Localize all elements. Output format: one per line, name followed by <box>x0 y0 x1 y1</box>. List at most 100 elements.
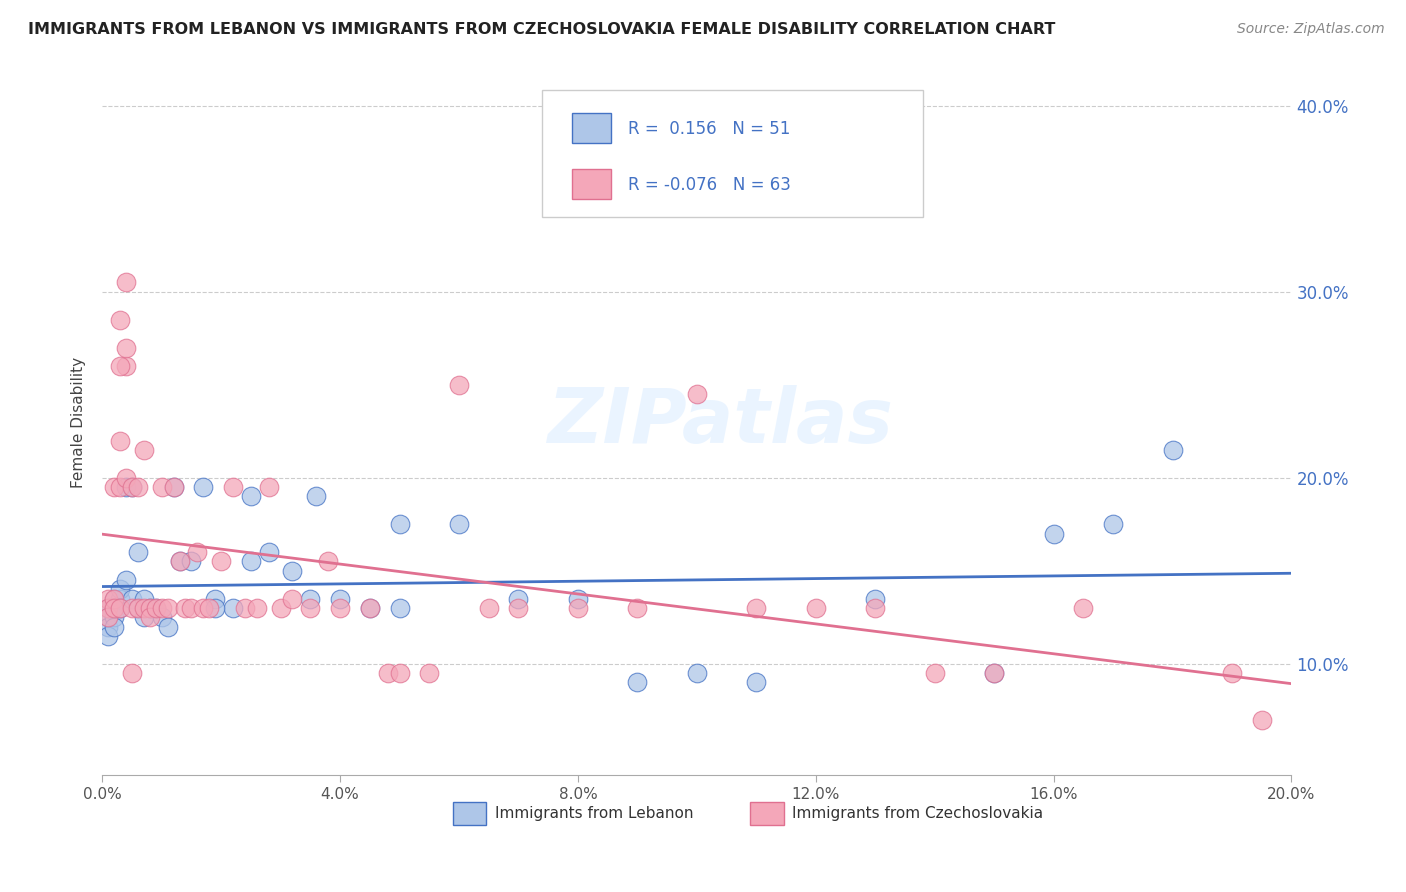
Point <box>121 480 143 494</box>
Point <box>127 480 149 494</box>
Point <box>1073 601 1095 615</box>
Point <box>1161 442 1184 457</box>
Point <box>1220 666 1243 681</box>
Point <box>150 480 173 494</box>
Point <box>108 359 131 373</box>
Bar <box>453 802 486 825</box>
Point <box>115 341 138 355</box>
Point <box>316 554 339 568</box>
Point <box>108 434 131 448</box>
Point <box>108 601 131 615</box>
Point <box>115 573 138 587</box>
Point <box>863 591 886 606</box>
Point <box>145 601 167 615</box>
Point <box>132 610 155 624</box>
Point <box>115 480 138 494</box>
Bar <box>751 802 783 825</box>
Point <box>180 554 202 568</box>
Point <box>281 564 304 578</box>
Point <box>97 591 120 606</box>
Point <box>180 601 202 615</box>
Point <box>508 591 530 606</box>
Point <box>127 545 149 559</box>
Point <box>305 489 328 503</box>
Bar <box>572 112 610 143</box>
Point <box>329 601 352 615</box>
Point <box>1250 713 1272 727</box>
Point <box>359 601 381 615</box>
Point <box>983 666 1005 681</box>
Point <box>222 601 245 615</box>
Point <box>132 591 155 606</box>
Point <box>239 554 262 568</box>
Point <box>115 471 138 485</box>
Point <box>103 601 125 615</box>
Point <box>239 489 262 503</box>
Point <box>418 666 440 681</box>
FancyBboxPatch shape <box>543 90 922 217</box>
Point <box>132 601 155 615</box>
Point <box>97 619 120 633</box>
Point <box>162 480 184 494</box>
Point <box>567 601 589 615</box>
Text: IMMIGRANTS FROM LEBANON VS IMMIGRANTS FROM CZECHOSLOVAKIA FEMALE DISABILITY CORR: IMMIGRANTS FROM LEBANON VS IMMIGRANTS FR… <box>28 22 1056 37</box>
Point <box>257 545 280 559</box>
Point <box>299 601 322 615</box>
Point <box>115 276 138 290</box>
Point <box>121 480 143 494</box>
Point <box>127 601 149 615</box>
Text: R =  0.156   N = 51: R = 0.156 N = 51 <box>628 120 790 137</box>
Point <box>169 554 191 568</box>
Point <box>97 610 120 624</box>
Point <box>193 601 215 615</box>
Point <box>204 591 226 606</box>
Point <box>103 610 125 624</box>
Point <box>108 480 131 494</box>
Point <box>103 591 125 606</box>
Point <box>359 601 381 615</box>
Text: ZIPatlas: ZIPatlas <box>547 385 894 459</box>
Point <box>97 601 120 615</box>
Point <box>686 666 709 681</box>
Point <box>132 442 155 457</box>
Point <box>103 591 125 606</box>
Point <box>863 601 886 615</box>
Point <box>388 517 411 532</box>
Text: Immigrants from Czechoslovakia: Immigrants from Czechoslovakia <box>792 806 1043 821</box>
Point <box>127 601 149 615</box>
Point <box>567 591 589 606</box>
Y-axis label: Female Disability: Female Disability <box>72 357 86 488</box>
Point <box>108 582 131 597</box>
Point <box>745 601 768 615</box>
Text: Source: ZipAtlas.com: Source: ZipAtlas.com <box>1237 22 1385 37</box>
Point <box>162 480 184 494</box>
Point <box>103 480 125 494</box>
Point <box>174 601 197 615</box>
Point <box>233 601 256 615</box>
Point <box>270 601 292 615</box>
Point <box>150 610 173 624</box>
Point <box>156 601 179 615</box>
Point <box>97 601 120 615</box>
Point <box>209 554 232 568</box>
Point <box>139 601 162 615</box>
Point <box>204 601 226 615</box>
Point <box>198 601 221 615</box>
Point <box>686 387 709 401</box>
Point <box>1102 517 1125 532</box>
Point <box>145 601 167 615</box>
Point <box>97 629 120 643</box>
Point <box>626 601 648 615</box>
Point <box>150 601 173 615</box>
Point <box>156 619 179 633</box>
Point <box>281 591 304 606</box>
Point <box>983 666 1005 681</box>
Point <box>97 610 120 624</box>
Point <box>121 591 143 606</box>
Point <box>804 601 827 615</box>
Point <box>108 591 131 606</box>
Point <box>103 601 125 615</box>
Point <box>115 359 138 373</box>
Point <box>388 666 411 681</box>
Point <box>257 480 280 494</box>
